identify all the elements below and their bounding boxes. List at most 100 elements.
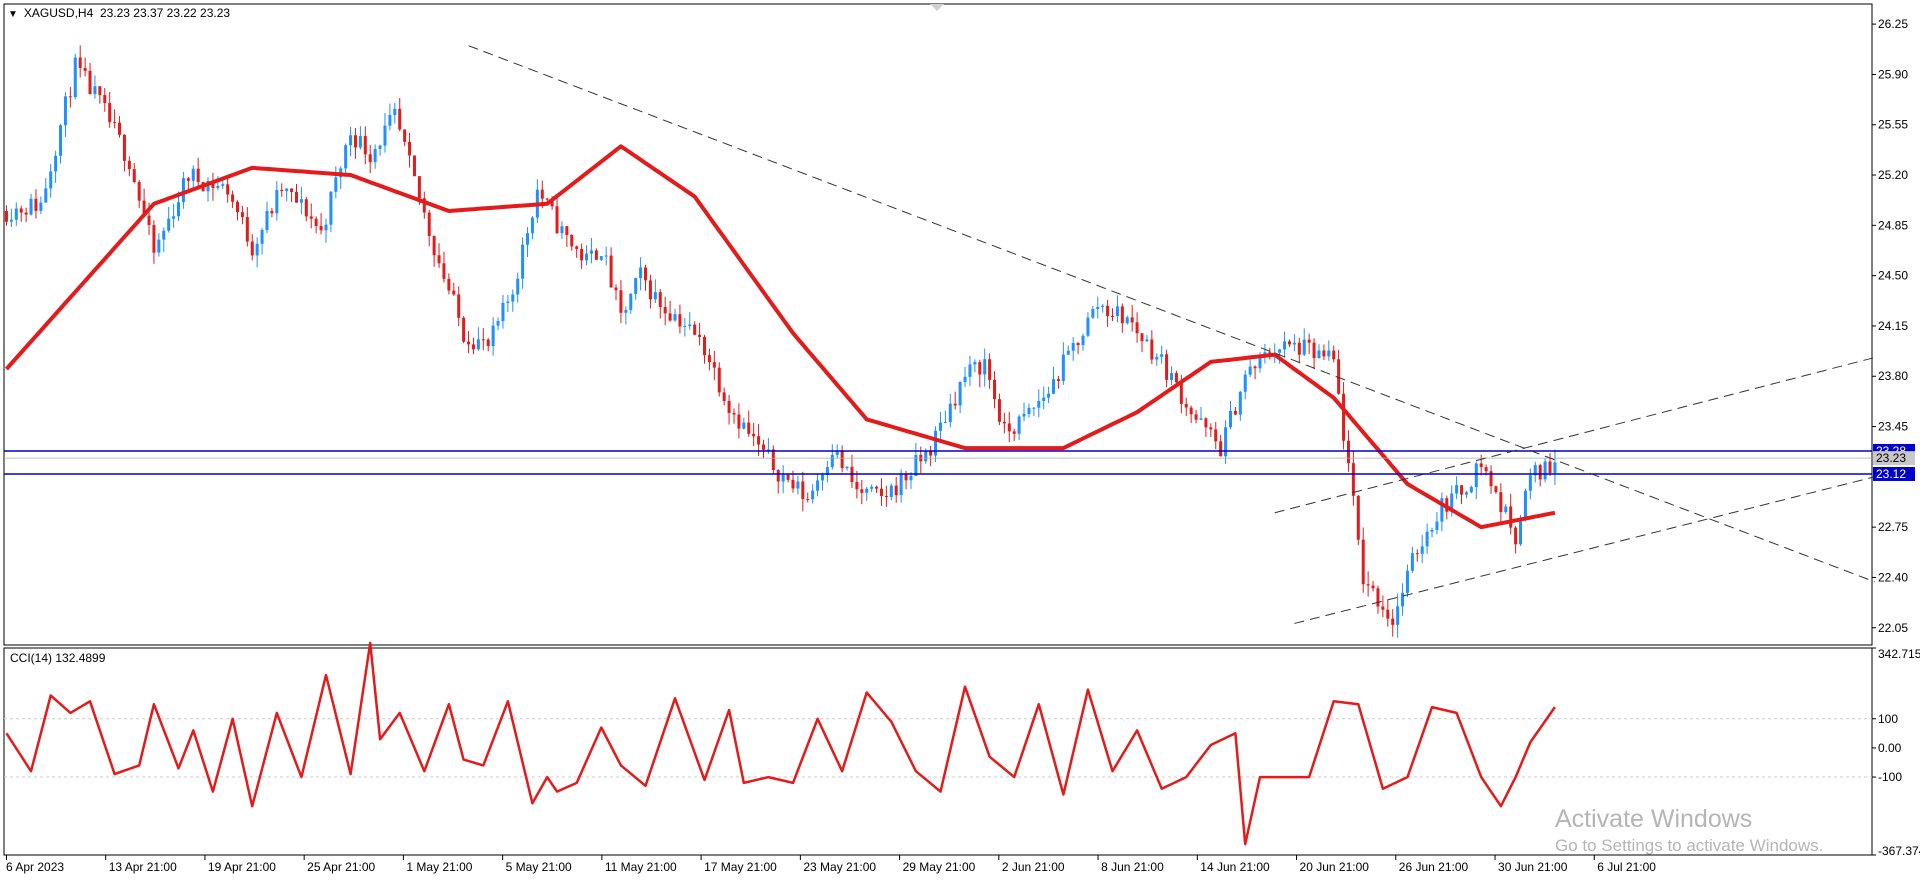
candle-body bbox=[1160, 354, 1164, 357]
candle bbox=[511, 289, 515, 312]
candle-body bbox=[1052, 379, 1056, 394]
candle-body bbox=[211, 180, 215, 188]
time-axis-tick-label: 25 Apr 21:00 bbox=[307, 860, 375, 874]
candle-body bbox=[1361, 539, 1365, 585]
candle-body bbox=[948, 403, 952, 422]
candle-body bbox=[1145, 339, 1149, 342]
candle-body bbox=[417, 176, 421, 199]
candle bbox=[732, 408, 736, 424]
candle bbox=[1514, 525, 1518, 554]
candle bbox=[353, 128, 357, 159]
candle bbox=[1091, 305, 1095, 320]
candle-body bbox=[9, 219, 13, 222]
candle-body bbox=[580, 248, 584, 261]
candle bbox=[722, 387, 726, 406]
candle-body bbox=[1253, 366, 1257, 369]
candle-body bbox=[1322, 350, 1326, 357]
time-axis-tick-label: 8 Jun 21:00 bbox=[1101, 860, 1164, 874]
candle bbox=[1396, 593, 1400, 638]
candle-body bbox=[1386, 609, 1390, 619]
candle bbox=[1361, 527, 1365, 593]
candle-body bbox=[1292, 342, 1296, 345]
candle-body bbox=[270, 210, 274, 214]
candle-body bbox=[653, 292, 657, 300]
candle-body bbox=[1076, 342, 1080, 346]
candle bbox=[934, 426, 938, 463]
candle-body bbox=[127, 160, 131, 170]
candle-body bbox=[358, 136, 362, 148]
candle-body bbox=[334, 177, 338, 192]
candle-body bbox=[147, 215, 151, 226]
candle bbox=[1150, 330, 1154, 365]
candle-body bbox=[191, 168, 195, 181]
candle-body bbox=[250, 241, 254, 256]
candle-body bbox=[860, 489, 864, 493]
candle-body bbox=[565, 226, 569, 235]
candle bbox=[1460, 484, 1464, 505]
candle bbox=[240, 205, 244, 225]
candle bbox=[1081, 333, 1085, 351]
candle bbox=[1523, 488, 1527, 522]
candle bbox=[378, 144, 382, 156]
time-axis-tick-label: 26 Jun 21:00 bbox=[1399, 860, 1469, 874]
candle bbox=[1479, 454, 1483, 476]
candle bbox=[491, 317, 495, 356]
candle bbox=[1194, 409, 1198, 424]
candle-body bbox=[884, 495, 888, 498]
candle-body bbox=[953, 403, 957, 406]
candle bbox=[811, 484, 815, 504]
candle bbox=[875, 485, 879, 494]
candle bbox=[688, 312, 692, 330]
candle-body bbox=[673, 314, 677, 321]
menu-triangle-icon[interactable]: ▼ bbox=[8, 9, 18, 20]
trendline[interactable] bbox=[1274, 357, 1875, 514]
candle bbox=[270, 207, 274, 218]
candle-body bbox=[865, 488, 869, 493]
candle bbox=[486, 338, 490, 352]
candle bbox=[1489, 465, 1493, 494]
candle bbox=[280, 183, 284, 197]
cci-axis-tick-label: -367.374 bbox=[1878, 844, 1920, 858]
cci-axis-tick-label: 342.715 bbox=[1878, 647, 1920, 661]
candle-body bbox=[1165, 354, 1169, 380]
candle bbox=[157, 233, 161, 257]
candle bbox=[968, 355, 972, 386]
time-axis-tick-label: 1 May 21:00 bbox=[406, 860, 472, 874]
candle-body bbox=[781, 474, 785, 482]
candle bbox=[59, 124, 63, 164]
candle bbox=[294, 184, 298, 203]
candle-body bbox=[231, 194, 235, 202]
candle bbox=[319, 213, 323, 235]
candle bbox=[334, 166, 338, 199]
candle-body bbox=[403, 129, 407, 142]
candle-body bbox=[1056, 379, 1060, 381]
candle bbox=[870, 484, 874, 493]
candle-body bbox=[983, 359, 987, 375]
price-axis-tick-label: 25.20 bbox=[1878, 168, 1908, 182]
candle-body bbox=[1248, 366, 1252, 375]
candle bbox=[1337, 349, 1341, 395]
candle-body bbox=[1332, 350, 1336, 360]
candle-body bbox=[825, 467, 829, 475]
candle bbox=[1420, 534, 1424, 563]
candle-body bbox=[1489, 471, 1493, 487]
price-axis-tick-label: 24.50 bbox=[1878, 269, 1908, 283]
trendline[interactable] bbox=[1294, 476, 1875, 624]
time-axis-tick-label: 5 May 21:00 bbox=[506, 860, 572, 874]
candle-body bbox=[44, 188, 48, 203]
candle bbox=[845, 466, 849, 471]
candle bbox=[889, 483, 893, 501]
candle-body bbox=[285, 188, 289, 192]
candle bbox=[747, 410, 751, 437]
candle bbox=[113, 109, 117, 129]
candle-body bbox=[1440, 498, 1444, 522]
candle bbox=[1401, 583, 1405, 616]
candle-body bbox=[260, 230, 264, 244]
candle bbox=[68, 87, 72, 108]
candle-body bbox=[481, 339, 485, 341]
candle bbox=[850, 454, 854, 488]
candle-body bbox=[177, 202, 181, 217]
candle bbox=[1140, 333, 1144, 353]
trendline[interactable] bbox=[468, 45, 1875, 583]
candle bbox=[1391, 609, 1395, 637]
